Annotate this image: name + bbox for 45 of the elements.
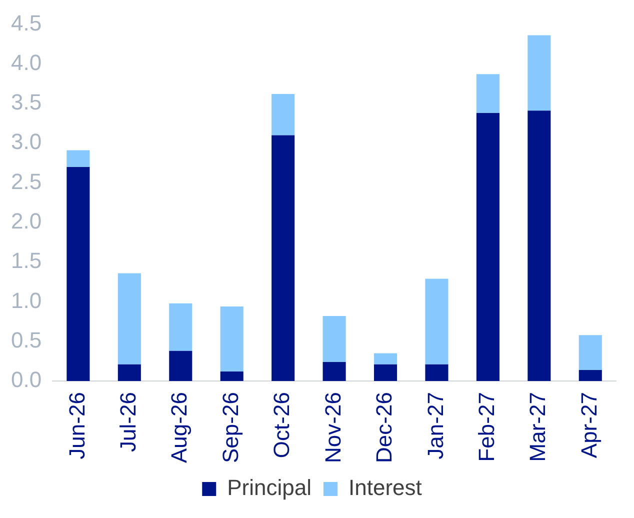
bar [476, 74, 500, 114]
bar [528, 35, 551, 111]
y-tick-label: 4.0 [10, 50, 42, 75]
bar [169, 303, 192, 351]
x-tick-label: Jun-26 [64, 392, 90, 460]
bar [220, 372, 244, 382]
bar [169, 350, 192, 382]
bar [322, 316, 346, 362]
bar [374, 353, 398, 364]
y-tick-label: 0.0 [10, 367, 42, 392]
bar [322, 362, 346, 382]
bar [425, 278, 448, 364]
y-tick-label: 2.0 [10, 208, 42, 234]
bar [220, 306, 244, 372]
bar [578, 370, 602, 382]
bar [66, 150, 90, 167]
y-tick-label: 1.5 [10, 248, 42, 274]
y-tick-label: 1.0 [10, 288, 42, 313]
bar [476, 113, 500, 382]
x-tick-label: Jul-26 [115, 392, 140, 452]
bar [118, 364, 141, 382]
bar [528, 110, 551, 382]
x-tick-label: Apr-27 [576, 392, 602, 458]
y-tick-label: 2.5 [10, 168, 42, 194]
bar [118, 273, 141, 364]
x-tick-label: Nov-26 [320, 392, 346, 463]
x-tick-label: Sep-26 [218, 392, 243, 464]
bar [374, 364, 398, 382]
x-tick-label: Jan-27 [422, 392, 448, 460]
bar [578, 335, 602, 370]
x-tick-label: Dec-26 [372, 392, 397, 463]
bar [66, 166, 90, 382]
y-tick-label: 3.0 [10, 129, 42, 154]
bar [425, 364, 448, 382]
x-tick-label: Mar-27 [525, 392, 550, 462]
legend-label: Principal [227, 475, 312, 500]
bar [272, 94, 295, 136]
legend-label: Interest [348, 475, 422, 500]
bar [272, 135, 295, 382]
x-tick-label: Oct-26 [269, 392, 294, 458]
y-tick-label: 4.5 [10, 10, 42, 36]
x-tick-label: Aug-26 [166, 392, 192, 464]
y-tick-label: 0.5 [10, 327, 42, 352]
x-tick-label: Feb-27 [474, 392, 500, 462]
y-tick-label: 3.5 [10, 90, 42, 115]
